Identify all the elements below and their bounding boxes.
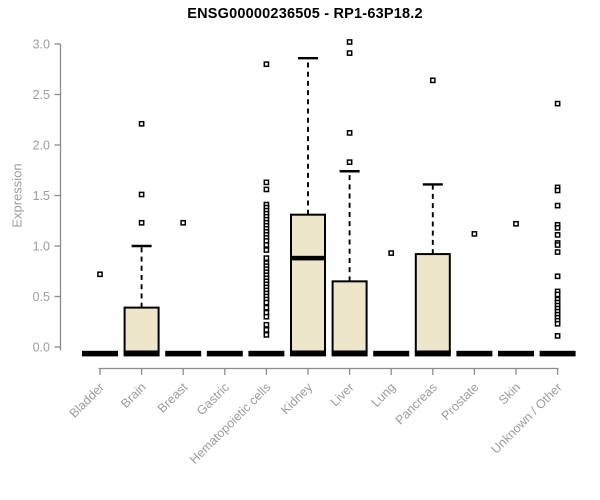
x-category-label: Kidney bbox=[278, 380, 315, 417]
outlier-point bbox=[554, 224, 561, 231]
zero-median-line bbox=[498, 350, 534, 357]
outlier-point bbox=[263, 321, 270, 328]
outlier-point bbox=[554, 320, 561, 327]
outlier-point bbox=[180, 219, 187, 226]
outlier-point bbox=[554, 100, 561, 107]
outlier-point bbox=[513, 220, 519, 227]
outlier-point bbox=[554, 291, 561, 298]
outlier-point bbox=[554, 187, 561, 194]
x-category-label: Gastric bbox=[194, 380, 232, 418]
zero-median-line bbox=[165, 350, 202, 357]
y-tick-label: 1.0 bbox=[33, 240, 50, 254]
outlier-point bbox=[554, 333, 561, 339]
outlier-point bbox=[388, 250, 395, 256]
outlier-point bbox=[263, 313, 270, 320]
outlier-point bbox=[554, 249, 561, 255]
zero-median-line bbox=[456, 350, 493, 357]
zero-median-line bbox=[414, 350, 451, 357]
outlier-point bbox=[138, 120, 145, 127]
zero-median-line bbox=[373, 350, 410, 357]
outlier-point bbox=[263, 332, 270, 338]
zero-median-line bbox=[248, 350, 285, 357]
outlier-point bbox=[263, 186, 270, 193]
zero-median-line bbox=[123, 350, 160, 357]
zero-median-line bbox=[82, 350, 118, 357]
x-category-label: Skin bbox=[496, 380, 523, 407]
x-category-label: Liver bbox=[328, 380, 357, 409]
outlier-point bbox=[263, 326, 270, 333]
outlier-point bbox=[138, 191, 145, 198]
outlier-point bbox=[263, 179, 270, 186]
y-tick-label: 1.5 bbox=[33, 189, 50, 203]
box bbox=[414, 253, 451, 353]
x-category-label: Bladder bbox=[67, 380, 107, 420]
outlier-point bbox=[346, 39, 353, 45]
outlier-point bbox=[138, 219, 145, 226]
outlier-point bbox=[346, 50, 353, 56]
outlier-point bbox=[554, 232, 561, 238]
zero-median-line bbox=[539, 350, 576, 357]
zero-median-line bbox=[331, 350, 368, 357]
outlier-point bbox=[429, 77, 436, 84]
outlier-point bbox=[263, 304, 270, 311]
chart-title: ENSG00000236505 - RP1-63P18.2 bbox=[187, 6, 423, 22]
outlier-point bbox=[554, 202, 561, 209]
x-category-label: Breast bbox=[155, 380, 191, 416]
x-category-label: Pancreas bbox=[393, 380, 440, 427]
outlier-point bbox=[263, 61, 270, 68]
outlier-point bbox=[346, 159, 353, 166]
box bbox=[123, 306, 160, 353]
y-tick-label: 3.0 bbox=[33, 38, 50, 52]
y-tick-label: 2.5 bbox=[33, 88, 50, 102]
box bbox=[331, 280, 368, 353]
outlier-point bbox=[263, 255, 270, 261]
box bbox=[290, 213, 326, 353]
y-tick-label: 2.0 bbox=[33, 139, 50, 153]
outlier-point bbox=[554, 273, 561, 280]
y-tick-label: 0.0 bbox=[33, 341, 50, 355]
outlier-point bbox=[554, 242, 561, 248]
zero-median-line bbox=[206, 350, 243, 357]
x-category-label: Prostate bbox=[439, 380, 482, 423]
zero-median-line bbox=[290, 350, 326, 357]
median-line bbox=[291, 255, 325, 261]
x-category-label: Hematopoietic cells bbox=[187, 380, 274, 467]
outlier-point bbox=[263, 247, 270, 253]
outlier-point bbox=[471, 231, 478, 237]
outlier-point bbox=[263, 299, 270, 306]
x-category-label: Brain bbox=[118, 380, 149, 411]
x-category-label: Lung bbox=[369, 380, 399, 410]
outlier-point bbox=[263, 242, 270, 248]
outlier-point bbox=[97, 271, 103, 278]
outlier-point bbox=[346, 130, 353, 136]
x-category-label: Unknown / Other bbox=[488, 380, 564, 456]
y-tick-label: 0.5 bbox=[33, 290, 50, 304]
